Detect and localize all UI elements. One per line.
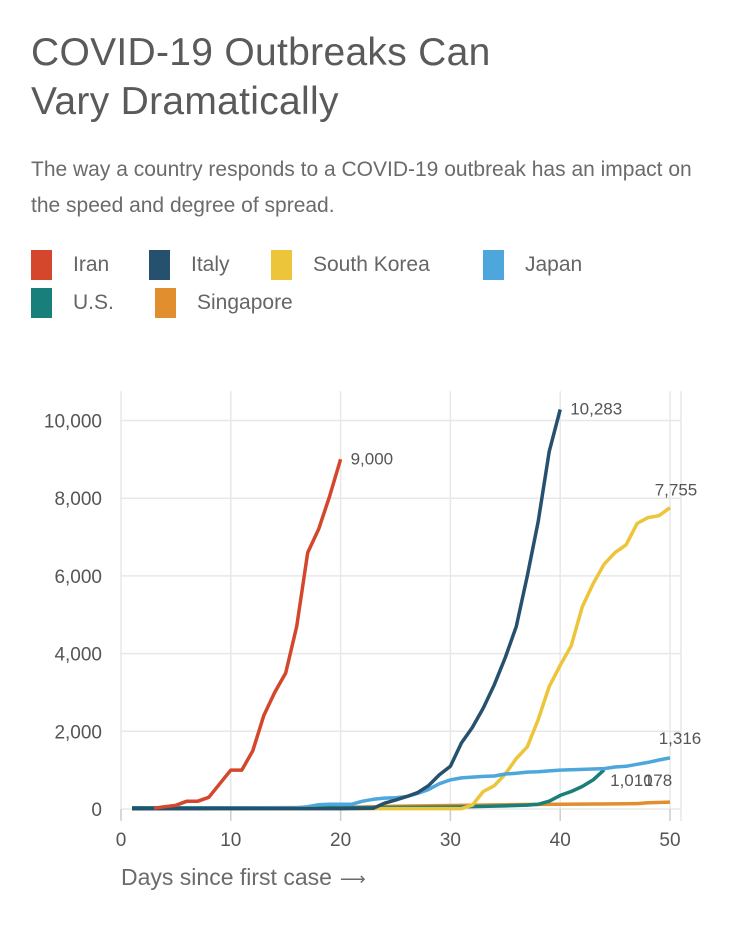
legend-item-singapore: Singapore xyxy=(155,288,293,318)
y-axis: 0 2,000 4,000 6,000 8,000 10,000 xyxy=(44,412,102,822)
series-lines xyxy=(131,409,672,811)
x-tick-label: 50 xyxy=(659,830,680,851)
legend-label-iran: Iran xyxy=(73,253,110,276)
legend-swatch-italy xyxy=(149,250,170,280)
legend-swatch-south-korea xyxy=(271,250,292,280)
legend-swatch-japan xyxy=(483,250,504,280)
legend-item-iran: Iran xyxy=(31,250,109,280)
legend-swatch-iran xyxy=(31,250,52,280)
chart-title: COVID-19 Outbreaks Can Vary Dramatically xyxy=(31,28,711,126)
series-line-south-korea xyxy=(131,506,672,811)
y-tick-label: 0 xyxy=(91,800,102,821)
legend-swatch-us xyxy=(31,288,52,318)
grid xyxy=(120,391,682,821)
x-tick-label: 20 xyxy=(330,830,351,851)
x-tick-label: 30 xyxy=(440,830,461,851)
end-label-japan: 1,316 xyxy=(659,729,702,748)
end-label-south-korea: 7,755 xyxy=(655,481,698,500)
legend-label-italy: Italy xyxy=(191,253,230,276)
title-line-2: Vary Dramatically xyxy=(31,80,339,123)
end-label-italy: 10,283 xyxy=(570,400,622,419)
x-axis-title-text: Days since first case xyxy=(121,864,332,890)
legend-label-us: U.S. xyxy=(73,291,114,314)
legend-label-singapore: Singapore xyxy=(197,291,293,314)
legend-swatch-singapore xyxy=(155,288,176,318)
end-label-u-s: 1,010 xyxy=(610,771,653,790)
y-tick-label: 10,000 xyxy=(44,412,102,433)
series-line-italy xyxy=(131,409,562,811)
title-line-1: COVID-19 Outbreaks Can xyxy=(31,31,491,74)
end-label-singapore: 178 xyxy=(644,771,672,790)
arrow-right-icon: ⟶ xyxy=(339,869,366,889)
x-axis-title: Days since first case ⟶ xyxy=(121,864,366,891)
x-tick-label: 0 xyxy=(116,830,127,851)
y-tick-label: 4,000 xyxy=(54,645,102,666)
legend-item-south-korea: South Korea xyxy=(271,250,430,280)
x-tick-label: 10 xyxy=(220,830,241,851)
end-label-iran: 9,000 xyxy=(351,449,394,468)
legend-label-south-korea: South Korea xyxy=(313,253,430,276)
series-line-u-s xyxy=(132,768,606,810)
x-axis: 0 10 20 30 40 50 xyxy=(116,809,681,851)
legend-label-japan: Japan xyxy=(525,253,583,276)
y-tick-label: 2,000 xyxy=(54,722,102,743)
legend-item-japan: Japan xyxy=(483,250,582,280)
chart-subtitle: The way a country responds to a COVID-19… xyxy=(31,158,692,217)
series-line-iran xyxy=(153,458,343,810)
y-tick-label: 6,000 xyxy=(54,567,102,588)
legend-item-italy: Italy xyxy=(149,250,230,280)
series-line-japan xyxy=(131,756,671,811)
x-tick-label: 40 xyxy=(550,830,571,851)
legend-item-us: U.S. xyxy=(31,288,114,318)
y-tick-label: 8,000 xyxy=(54,489,102,510)
